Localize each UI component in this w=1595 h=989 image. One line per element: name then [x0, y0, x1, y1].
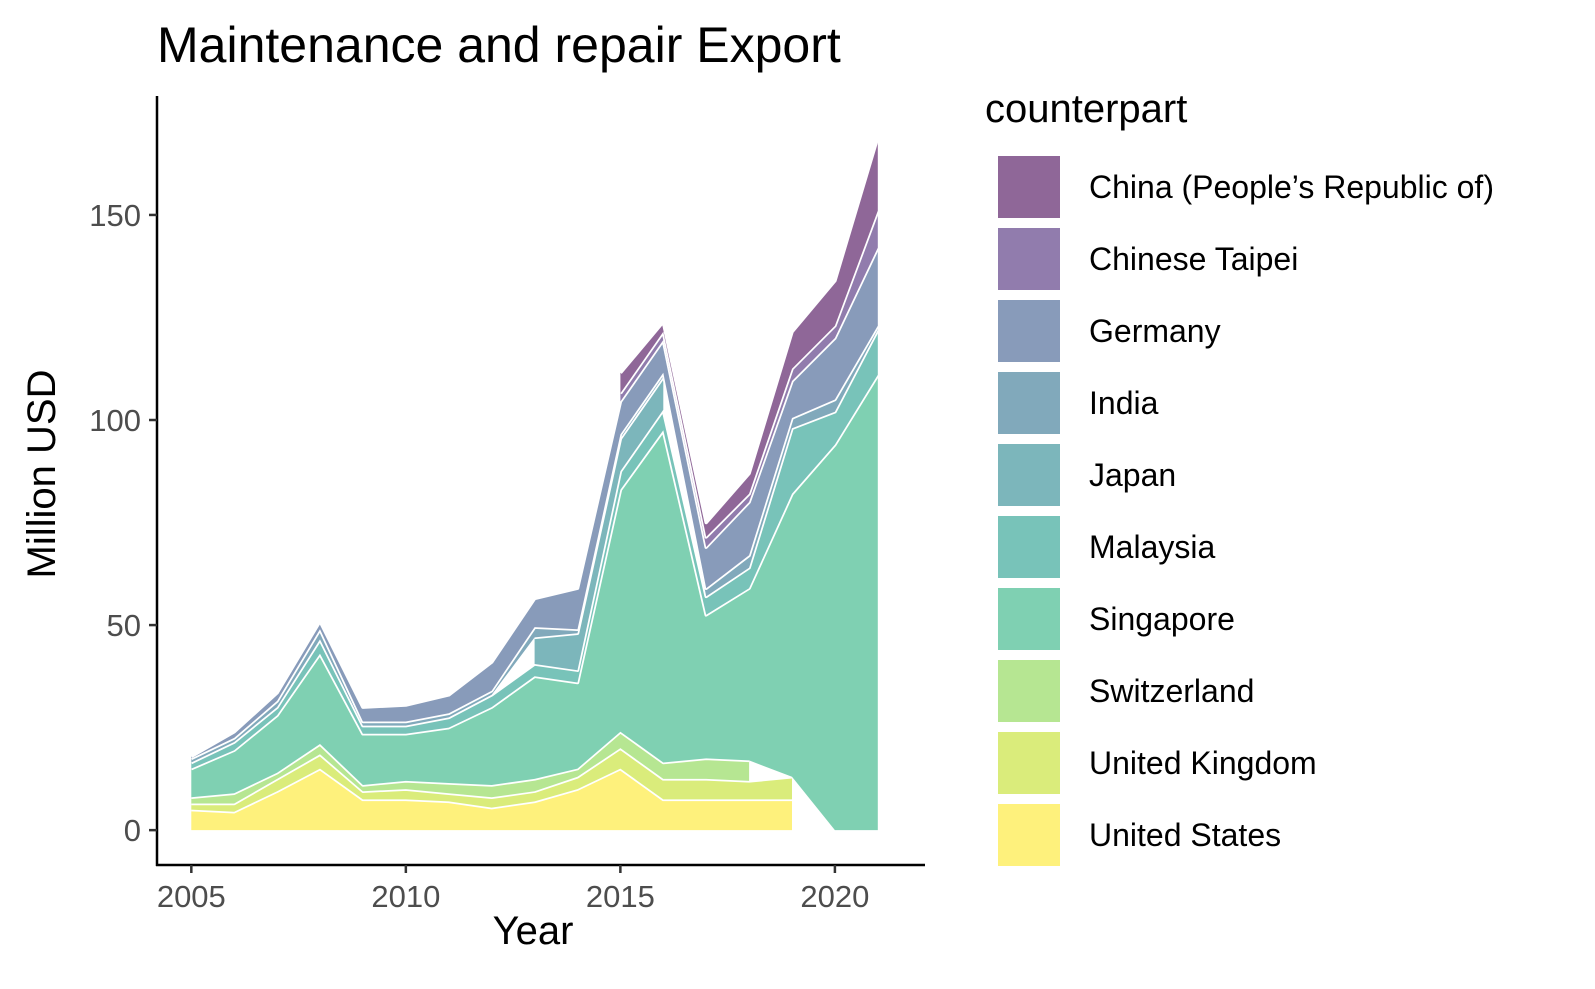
legend-label: China (People’s Republic of)	[1089, 169, 1494, 205]
y-tick-label: 150	[89, 198, 141, 233]
legend-title: counterpart	[985, 87, 1187, 131]
legend-item-switzerland: Switzerland	[998, 660, 1254, 722]
legend-item-united-states: United States	[998, 804, 1281, 866]
legend-item-singapore: Singapore	[998, 588, 1235, 650]
y-tick-label: 0	[124, 813, 141, 848]
area-segment-singapore	[191, 374, 878, 831]
legend-swatch	[998, 588, 1060, 650]
legend-item-japan: Japan	[998, 444, 1176, 506]
x-tick-label: 2005	[157, 879, 226, 914]
area-segment-united-states	[191, 768, 793, 831]
legend-item-india: India	[998, 372, 1159, 434]
area-segment-malaysia	[191, 329, 878, 769]
area-china-people-s-republic-of	[619, 136, 880, 537]
legend-swatch	[998, 228, 1060, 290]
legend-label: Switzerland	[1089, 673, 1254, 709]
area-edge-china-people-s-republic-of	[619, 136, 880, 525]
legend-label: Malaysia	[1089, 529, 1215, 565]
legend-label: Germany	[1089, 313, 1221, 349]
legend-swatch	[998, 516, 1060, 578]
area-segment-india	[191, 325, 878, 763]
area-germany	[190, 246, 880, 759]
legend-label: India	[1089, 385, 1159, 421]
y-tick-label: 100	[89, 403, 141, 438]
x-tick-label: 2020	[800, 879, 869, 914]
y-tick-label: 50	[107, 608, 141, 643]
legend-label: Japan	[1089, 457, 1176, 493]
chart-title: Maintenance and repair Export	[157, 17, 841, 73]
legend-label: United Kingdom	[1089, 745, 1317, 781]
axes: 0 50 100 150 2005 2010 2015 2020	[89, 96, 925, 914]
legend-item-china-people-s-republic-of: China (People’s Republic of)	[998, 156, 1494, 218]
legend-swatch	[998, 444, 1060, 506]
legend: counterpart China (People’s Republic of)…	[985, 87, 1494, 866]
legend-swatch	[998, 804, 1060, 866]
area-segment-japan	[534, 376, 664, 671]
x-tick-label: 2015	[586, 879, 655, 914]
legend-label: Chinese Taipei	[1089, 241, 1298, 277]
plot-area	[190, 136, 880, 831]
legend-item-chinese-taipei: Chinese Taipei	[998, 228, 1298, 290]
area-edge-germany	[190, 246, 880, 758]
x-axis-ticks: 2005 2010 2015 2020	[157, 865, 869, 914]
legend-item-malaysia: Malaysia	[998, 516, 1215, 578]
legend-swatch	[998, 660, 1060, 722]
legend-label: United States	[1089, 817, 1281, 853]
legend-item-germany: Germany	[998, 300, 1221, 362]
y-axis-ticks: 0 50 100 150	[89, 198, 157, 848]
legend-swatch	[998, 372, 1060, 434]
x-tick-label: 2010	[371, 879, 440, 914]
y-axis-title: Million USD	[20, 370, 64, 579]
legend-swatch	[998, 156, 1060, 218]
legend-label: Singapore	[1089, 601, 1235, 637]
legend-item-united-kingdom: United Kingdom	[998, 732, 1317, 794]
legend-swatch	[998, 732, 1060, 794]
x-axis-title: Year	[493, 909, 574, 953]
area-segment-switzerland	[191, 731, 750, 804]
legend-swatch	[998, 300, 1060, 362]
